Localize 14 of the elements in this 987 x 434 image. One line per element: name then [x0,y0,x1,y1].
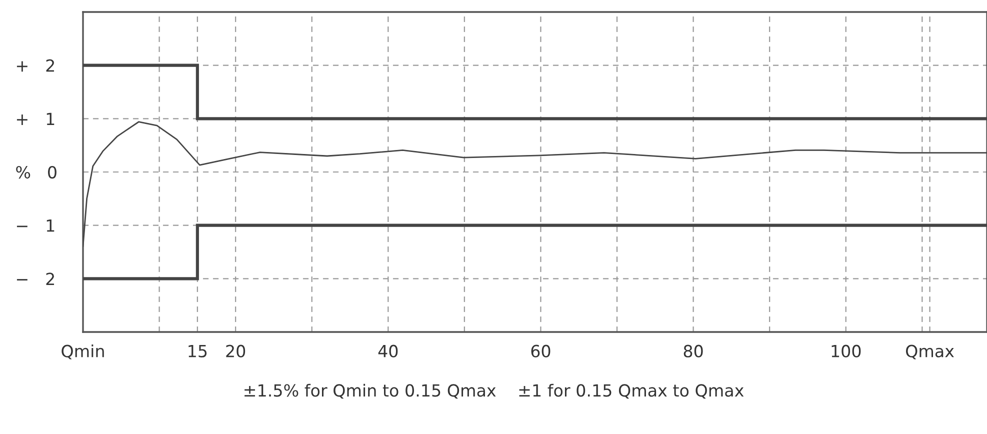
x-tick-label: 100 [832,344,861,358]
x-tick-label: 60 [531,344,550,358]
x-tick-label: 15 [188,345,207,358]
y-tick-label: % 0 [16,166,56,179]
x-tick-label: Qmin [62,344,104,360]
y-tick-label: − 2 [16,272,54,285]
x-tick-label: 80 [684,344,703,358]
y-tick-label: + 1 [16,112,54,125]
y-tick-label: − 1 [16,220,54,232]
y-tick-label: + 2 [16,59,54,72]
text: ±1.5% for Qmin to 0.15 Qmax ±1 for 0.15 Qmax to Qmax [244,384,744,399]
x-tick-label: Qmax [906,344,954,360]
x-tick-label: 40 [378,344,398,358]
x-tick-label: 20 [226,344,246,358]
